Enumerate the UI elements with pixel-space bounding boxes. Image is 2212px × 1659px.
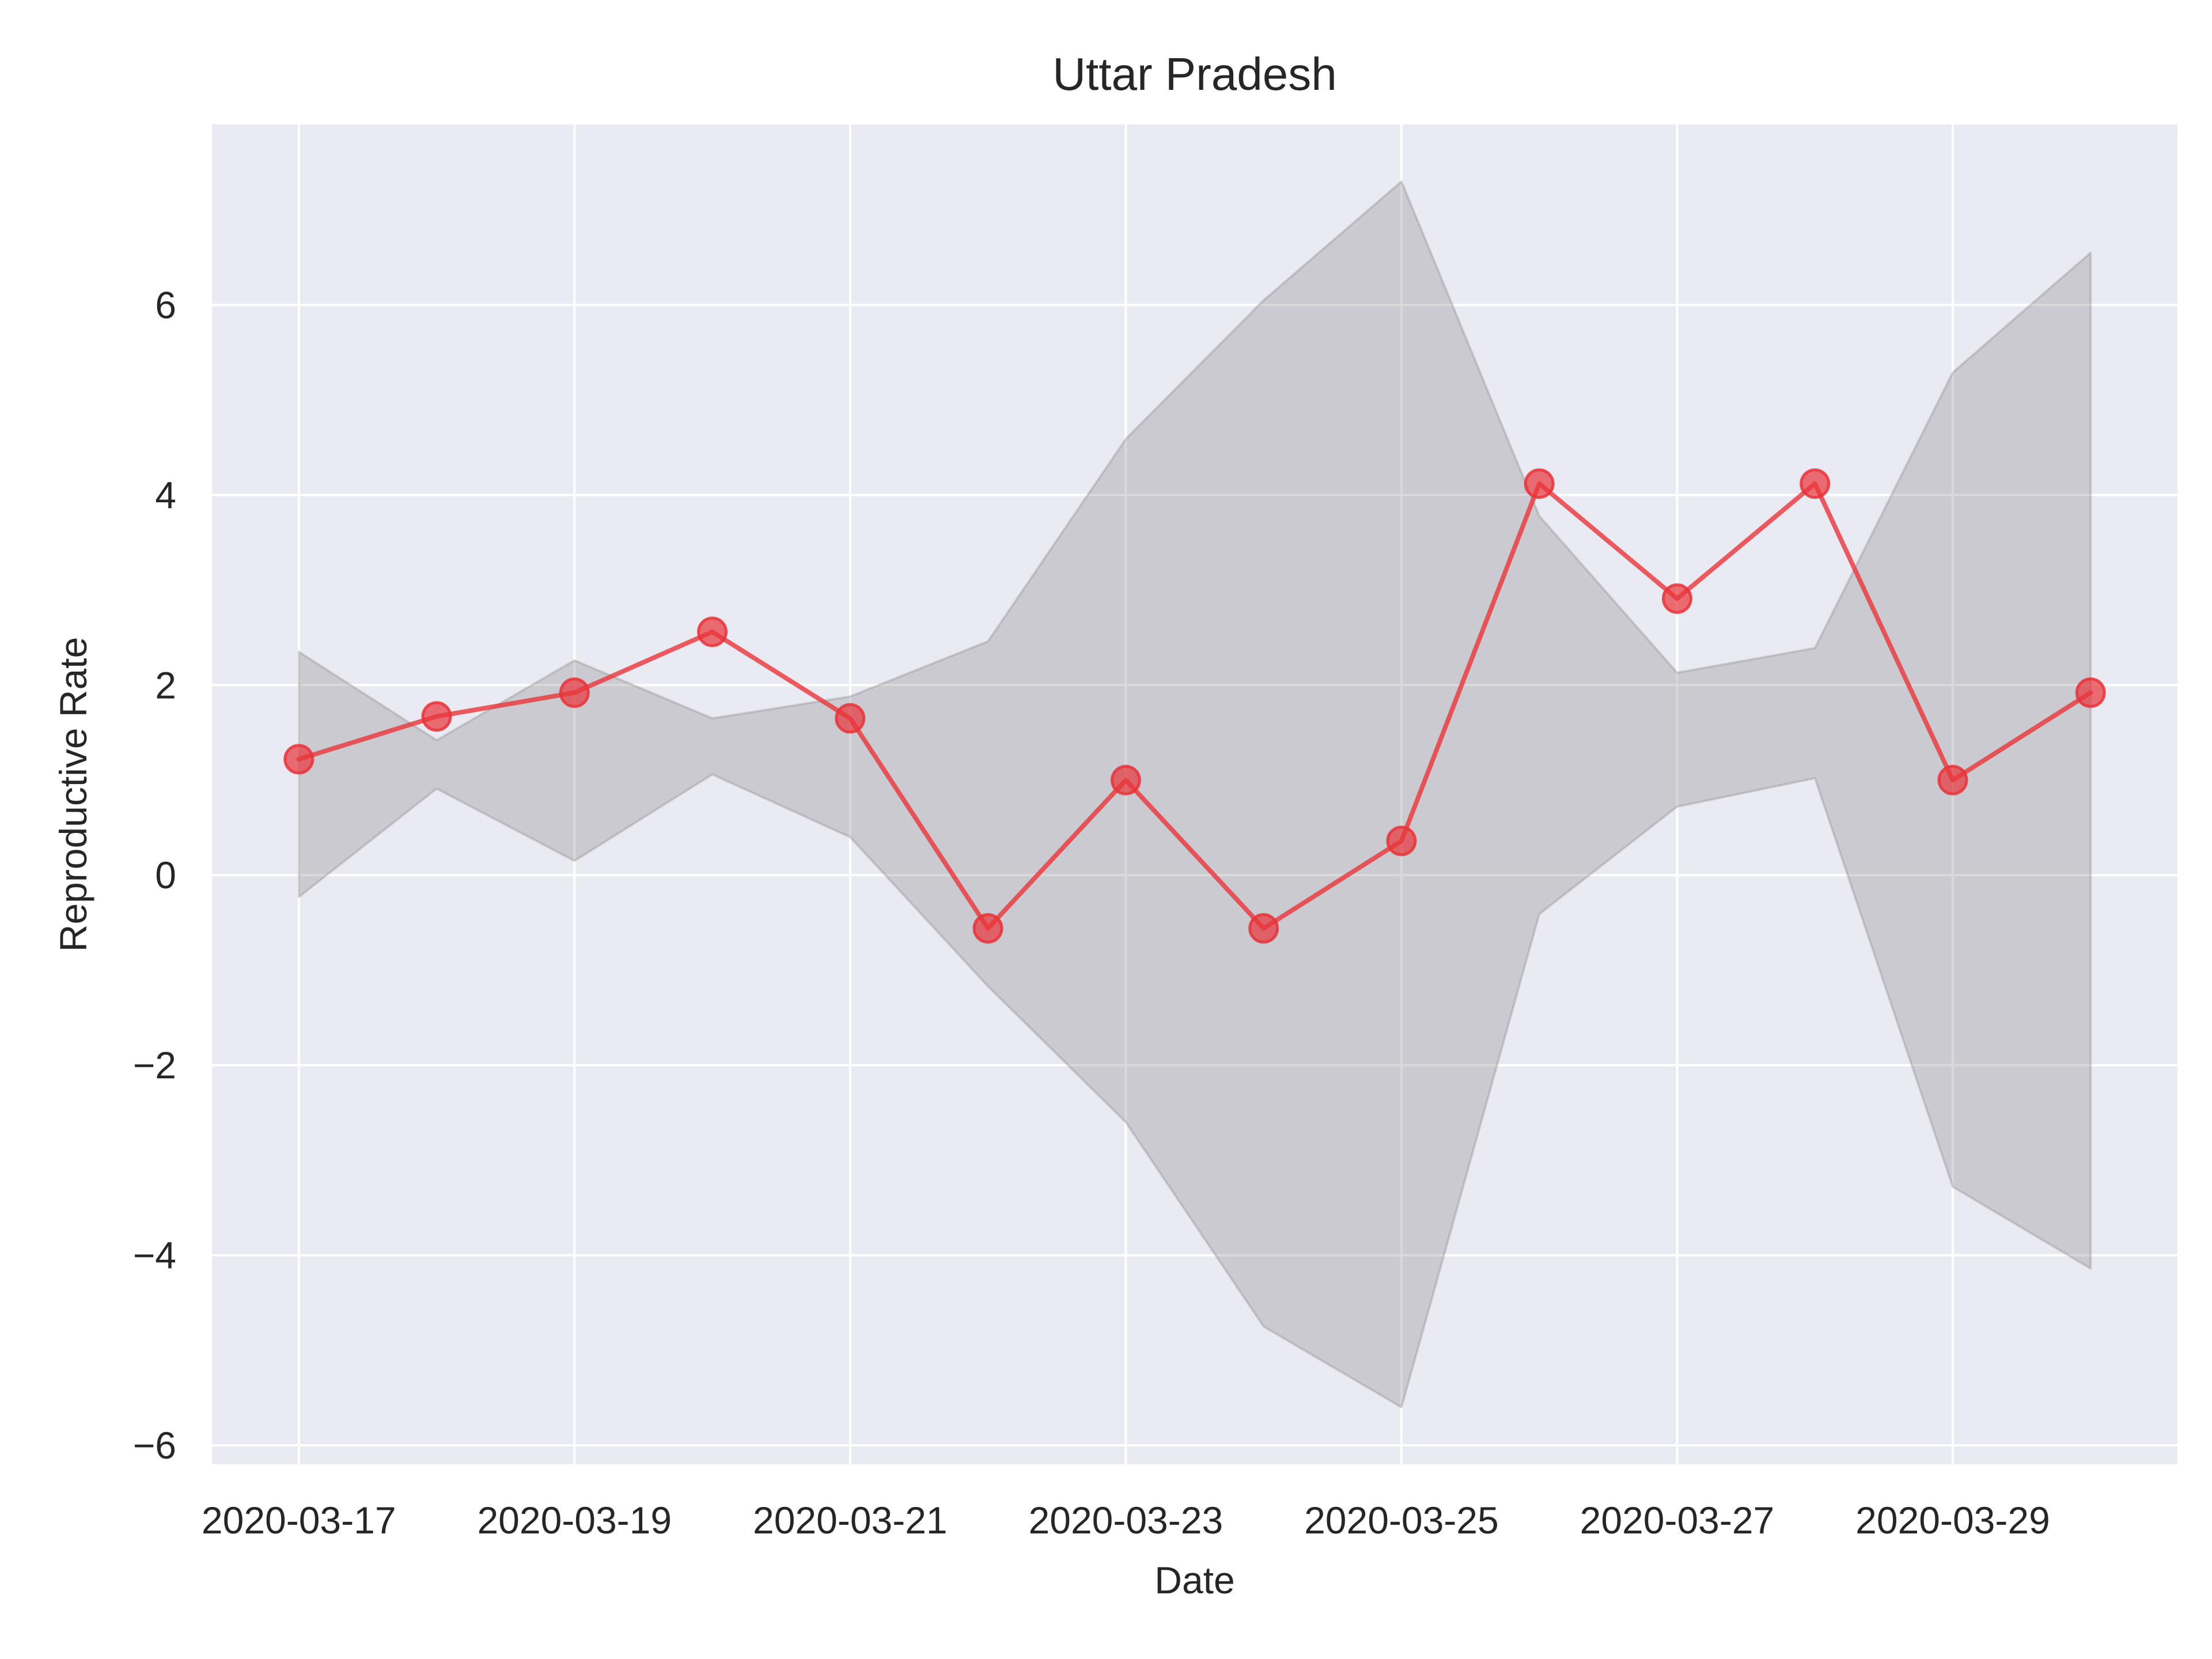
tick-labels: 2020-03-17 2020-03-19 2020-03-21 2020-03-23… [133,283,2050,1541]
data-point [1386,825,1417,857]
data-point [2075,677,2106,708]
y-tick-label: −6 [133,1424,176,1467]
x-tick-label: 2020-03-23 [1029,1499,1224,1541]
y-tick-label: 0 [155,854,176,896]
data-point [1800,468,1831,499]
y-tick-label: 4 [155,474,176,516]
data-point [1248,913,1279,944]
y-axis-label: Reproductive Rate [52,637,94,952]
confidence-band [297,180,2092,1409]
y-tick-label: −2 [133,1044,176,1086]
x-tick-label: 2020-03-19 [477,1499,672,1541]
data-point [283,744,315,775]
data-point [835,703,866,734]
plot-area [212,124,2177,1464]
data-point [1110,764,1141,796]
data-point [1661,583,1692,614]
y-tick-label: −4 [133,1234,176,1277]
data-point [559,677,590,708]
chart-title: Uttar Pradesh [1052,48,1337,100]
confidence-band-layer [297,180,2092,1409]
series-layer [283,468,2106,944]
data-point [421,701,452,732]
x-axis-label: Date [1154,1559,1234,1601]
x-tick-label: 2020-03-27 [1580,1499,1775,1541]
y-tick-label: 2 [155,664,176,706]
data-point [1524,468,1555,499]
y-tick-label: 6 [155,283,176,326]
data-point [697,616,728,647]
data-point [1937,764,1968,796]
series-line [296,481,2093,931]
x-tick-label: 2020-03-21 [753,1499,948,1541]
x-tick-label: 2020-03-25 [1304,1499,1499,1541]
x-tick-label: 2020-03-17 [202,1499,396,1541]
x-tick-label: 2020-03-29 [1855,1499,2050,1541]
grid [212,124,2177,1464]
data-point [972,913,1003,944]
